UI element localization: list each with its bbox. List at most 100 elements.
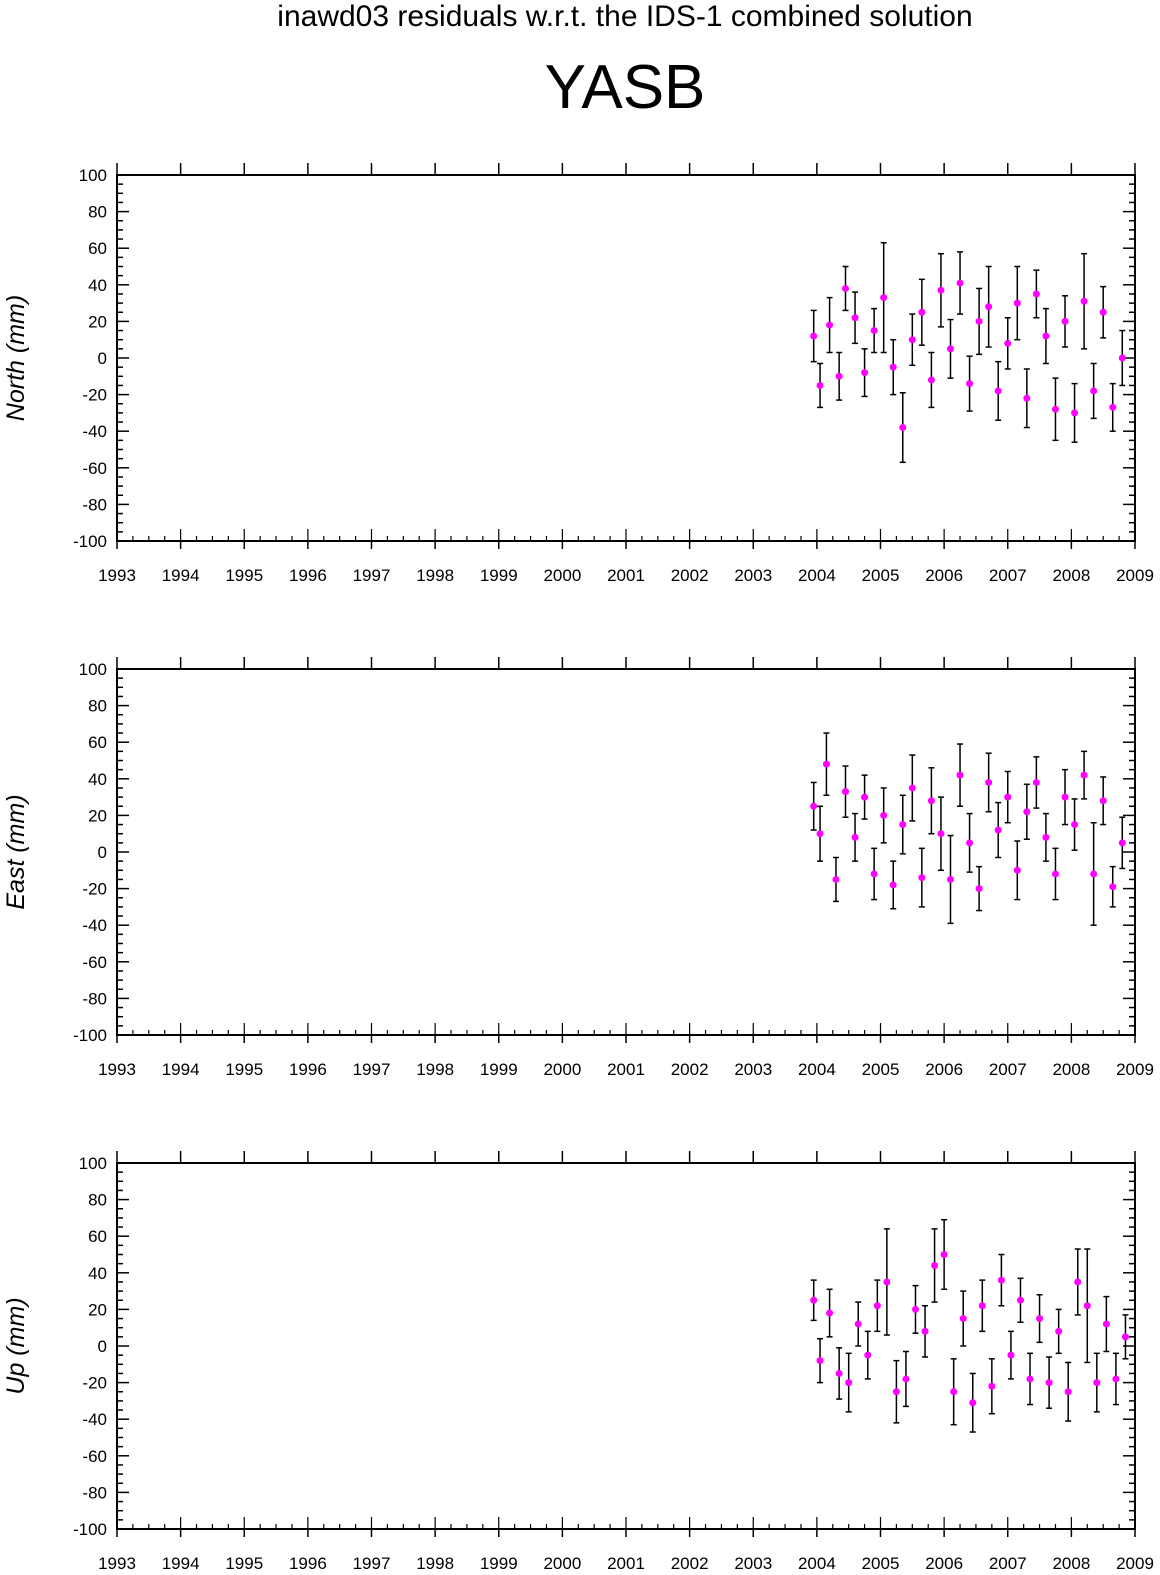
x-tick-label: 1998 [416, 566, 454, 585]
x-tick-label: 1996 [289, 1554, 327, 1573]
plot-frame [116, 174, 1136, 542]
data-point [918, 874, 926, 882]
data-point [946, 345, 954, 353]
data-point [810, 332, 818, 340]
x-tick-label: 2008 [1052, 1554, 1090, 1573]
x-tick-label: 1997 [353, 1554, 391, 1573]
data-point [994, 387, 1002, 395]
data-point [861, 793, 869, 801]
chart-title: YASB [545, 53, 706, 122]
data-point [985, 303, 993, 311]
data-point [870, 870, 878, 878]
data-point [851, 314, 859, 322]
y-tick-label: -20 [82, 386, 107, 405]
data-point [810, 802, 818, 810]
y-tick-label: -100 [73, 1026, 107, 1045]
y-tick-label: -60 [82, 1447, 107, 1466]
data-point [822, 760, 830, 768]
data-point [1061, 317, 1069, 325]
data-point [1023, 808, 1031, 816]
data-point [883, 1278, 891, 1286]
y-tick-label: -60 [82, 459, 107, 478]
data-point [921, 1327, 929, 1335]
data-point [1083, 1302, 1091, 1310]
data-point [870, 327, 878, 335]
x-tick-label: 2005 [862, 1554, 900, 1573]
data-point [1090, 387, 1098, 395]
data-point [861, 369, 869, 377]
x-tick-label: 1996 [289, 1060, 327, 1079]
data-point [1118, 354, 1126, 362]
y-tick-label: 20 [88, 312, 107, 331]
x-tick-label: 2000 [543, 1060, 581, 1079]
data-point [1118, 839, 1126, 847]
data-point [902, 1375, 910, 1383]
x-tick-label: 2004 [798, 1554, 836, 1573]
data-point [908, 336, 916, 344]
data-point [985, 778, 993, 786]
x-tick-label: 2001 [607, 1554, 645, 1573]
y-tick-label: -20 [82, 880, 107, 899]
north-plot-area: 100 80 60 40 20 0 -20 -40 -60 -80 -100 1993 1994 1995… [73, 163, 1154, 585]
data-point [816, 1357, 824, 1365]
x-tick-label: 2001 [607, 1060, 645, 1079]
x-tick-label: 2009 [1116, 566, 1154, 585]
data-point [1064, 1388, 1072, 1396]
data-point [835, 1369, 843, 1377]
data-point [1036, 1315, 1044, 1323]
x-tick-label: 2006 [925, 1554, 963, 1573]
data-point [1090, 870, 1098, 878]
y-tick-label: -80 [82, 989, 107, 1008]
x-tick-label: 2003 [734, 1554, 772, 1573]
y-tick-label: 40 [88, 276, 107, 295]
y-tick-label: -40 [82, 422, 107, 441]
data-point [880, 294, 888, 302]
x-tick-label: 2004 [798, 1060, 836, 1079]
data-point [908, 784, 916, 792]
y-tick-label: -80 [82, 495, 107, 514]
x-tick-label: 2004 [798, 566, 836, 585]
y-tick-label: 100 [79, 166, 107, 185]
y-tick-label: -100 [73, 532, 107, 551]
data-point [1071, 409, 1079, 417]
data-point [969, 1399, 977, 1407]
data-point [937, 830, 945, 838]
x-tick-label: 2009 [1116, 1554, 1154, 1573]
x-tick-label: 1999 [480, 1554, 518, 1573]
data-point [956, 771, 964, 779]
data-point [950, 1388, 958, 1396]
y-tick-label: -40 [82, 916, 107, 935]
data-point [880, 811, 888, 819]
up-ylabel: Up (mm) [2, 1297, 30, 1394]
data-point [1121, 1333, 1129, 1341]
plot-frame [116, 1162, 1136, 1530]
x-tick-label: 2002 [671, 1060, 709, 1079]
x-tick-label: 1995 [225, 1060, 263, 1079]
up-plot-area: 100 80 60 40 20 0 -20 -40 -60 -80 -100 1993 1994 1995… [73, 1151, 1154, 1573]
data-point [1109, 883, 1117, 891]
data-point [845, 1379, 853, 1387]
data-point [826, 1309, 834, 1317]
y-tick-label: -20 [82, 1374, 107, 1393]
panel-up: 100 80 60 40 20 0 -20 -40 -60 -80 -100 1993 1994 1995… [2, 1151, 1154, 1573]
y-tick-label: -60 [82, 953, 107, 972]
data-point [940, 1251, 948, 1258]
x-tick-label: 2005 [862, 1060, 900, 1079]
x-tick-label: 2007 [989, 566, 1027, 585]
data-point [1102, 1320, 1110, 1328]
data-point [1004, 339, 1012, 347]
x-tick-label: 1993 [98, 566, 136, 585]
x-tick-label: 1997 [353, 1060, 391, 1079]
x-tick-label: 2005 [862, 566, 900, 585]
data-point [959, 1315, 967, 1323]
y-tick-label: 60 [88, 1227, 107, 1246]
data-point [994, 826, 1002, 834]
data-point [1026, 1375, 1034, 1383]
data-point [889, 363, 897, 371]
y-tick-label: 20 [88, 806, 107, 825]
panel-east: 100 80 60 40 20 0 -20 -40 -60 -80 -100 1993 1994 1995… [2, 657, 1154, 1079]
data-point [1080, 297, 1088, 305]
x-tick-label: 1999 [480, 1060, 518, 1079]
data-point [826, 321, 834, 329]
